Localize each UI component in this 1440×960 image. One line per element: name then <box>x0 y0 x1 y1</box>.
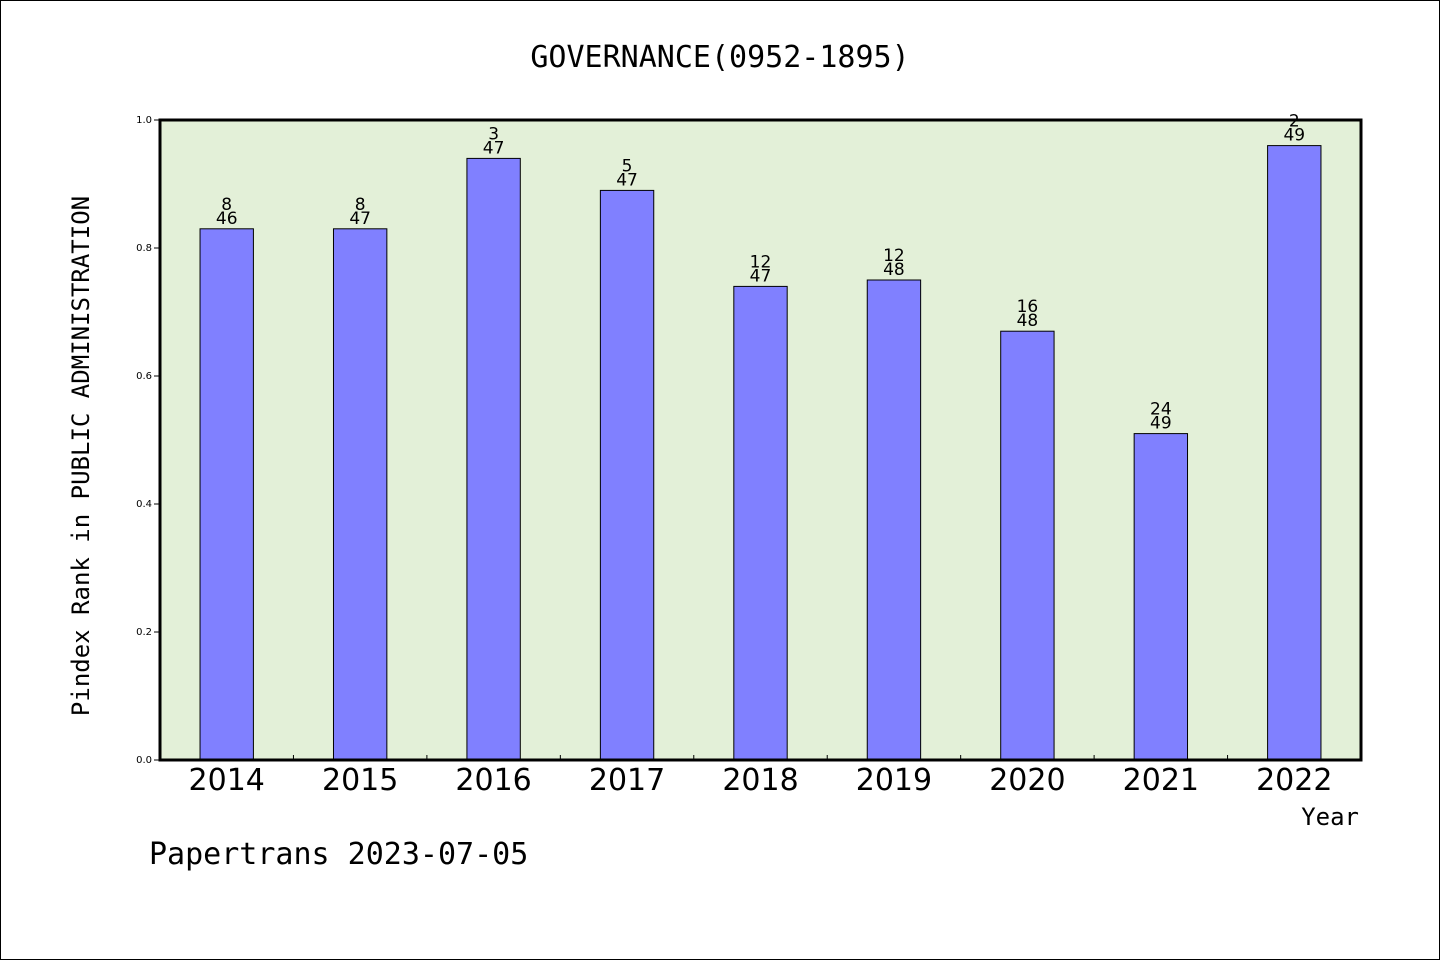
bar-rank-label-2021: 24 <box>1150 400 1172 420</box>
bar-total-label-2020: 48 <box>1017 311 1039 331</box>
y-tick-label-0.4: 0.4 <box>136 499 152 510</box>
bar-2015 <box>332 228 388 761</box>
y-tick-label-1.0: 1.0 <box>136 115 152 126</box>
plot-border <box>158 118 1363 762</box>
footer-text: Papertrans 2023-07-05 <box>149 837 528 872</box>
x-tick-label-2017: 2017 <box>589 763 665 798</box>
bar-rank-label-2014: 8 <box>221 195 232 215</box>
x-tick-label-2015: 2015 <box>322 763 398 798</box>
chart-title: GOVERNANCE(0952-1895) <box>530 40 909 75</box>
bar-2017 <box>599 189 655 761</box>
bar-rank-label-2022: 2 <box>1289 112 1300 132</box>
bar-rank-label-2015: 8 <box>355 195 366 215</box>
x-tick-label-2022: 2022 <box>1256 763 1332 798</box>
bar-2022 <box>1267 145 1322 761</box>
bar-total-label-2019: 48 <box>883 260 905 280</box>
bar-2019 <box>866 279 922 761</box>
bar-2020 <box>1000 330 1055 761</box>
y-tick-label-0.0: 0.0 <box>136 755 152 766</box>
x-tick-label-2019: 2019 <box>856 763 932 798</box>
bar-total-label-2014: 46 <box>216 209 238 229</box>
x-axis: 2014 2015 2016 2017 2018 2019 2020 2021 2022 <box>189 755 1332 798</box>
bar-total-label-2015: 47 <box>349 209 371 229</box>
y-tick-label-0.8: 0.8 <box>136 243 152 254</box>
x-axis-label: Year <box>1301 803 1359 831</box>
x-tick-label-2021: 2021 <box>1123 763 1199 798</box>
bar-rank-label-2020: 16 <box>1017 297 1039 317</box>
bar-rank-label-2017: 5 <box>622 156 633 176</box>
y-axis: 0.0 0.2 0.4 0.6 0.8 1.0 <box>136 115 160 766</box>
bar-total-label-2016: 47 <box>483 138 505 158</box>
bar-2021 <box>1133 433 1189 761</box>
bar-total-label-2022: 49 <box>1283 126 1305 146</box>
bars-group <box>199 145 1322 761</box>
x-tick-label-2014: 2014 <box>189 763 265 798</box>
x-tick-label-2016: 2016 <box>455 763 531 798</box>
bar-2014 <box>199 228 254 761</box>
y-axis-label: Pindex Rank in PUBLIC ADMINISTRATION <box>67 196 95 716</box>
bar-rank-label-2018: 12 <box>750 252 772 272</box>
bar-rank-label-2019: 12 <box>883 246 905 266</box>
y-tick-label-0.2: 0.2 <box>136 627 152 638</box>
x-tick-label-2020: 2020 <box>989 763 1065 798</box>
bar-2016 <box>466 157 521 761</box>
y-tick-label-0.6: 0.6 <box>136 371 152 382</box>
bar-2018 <box>733 285 788 761</box>
x-tick-label-2018: 2018 <box>722 763 798 798</box>
bar-total-label-2017: 47 <box>616 170 638 190</box>
bar-total-label-2018: 47 <box>750 266 772 286</box>
bar-total-label-2021: 49 <box>1150 414 1172 434</box>
bar-rank-label-2016: 3 <box>488 124 499 144</box>
